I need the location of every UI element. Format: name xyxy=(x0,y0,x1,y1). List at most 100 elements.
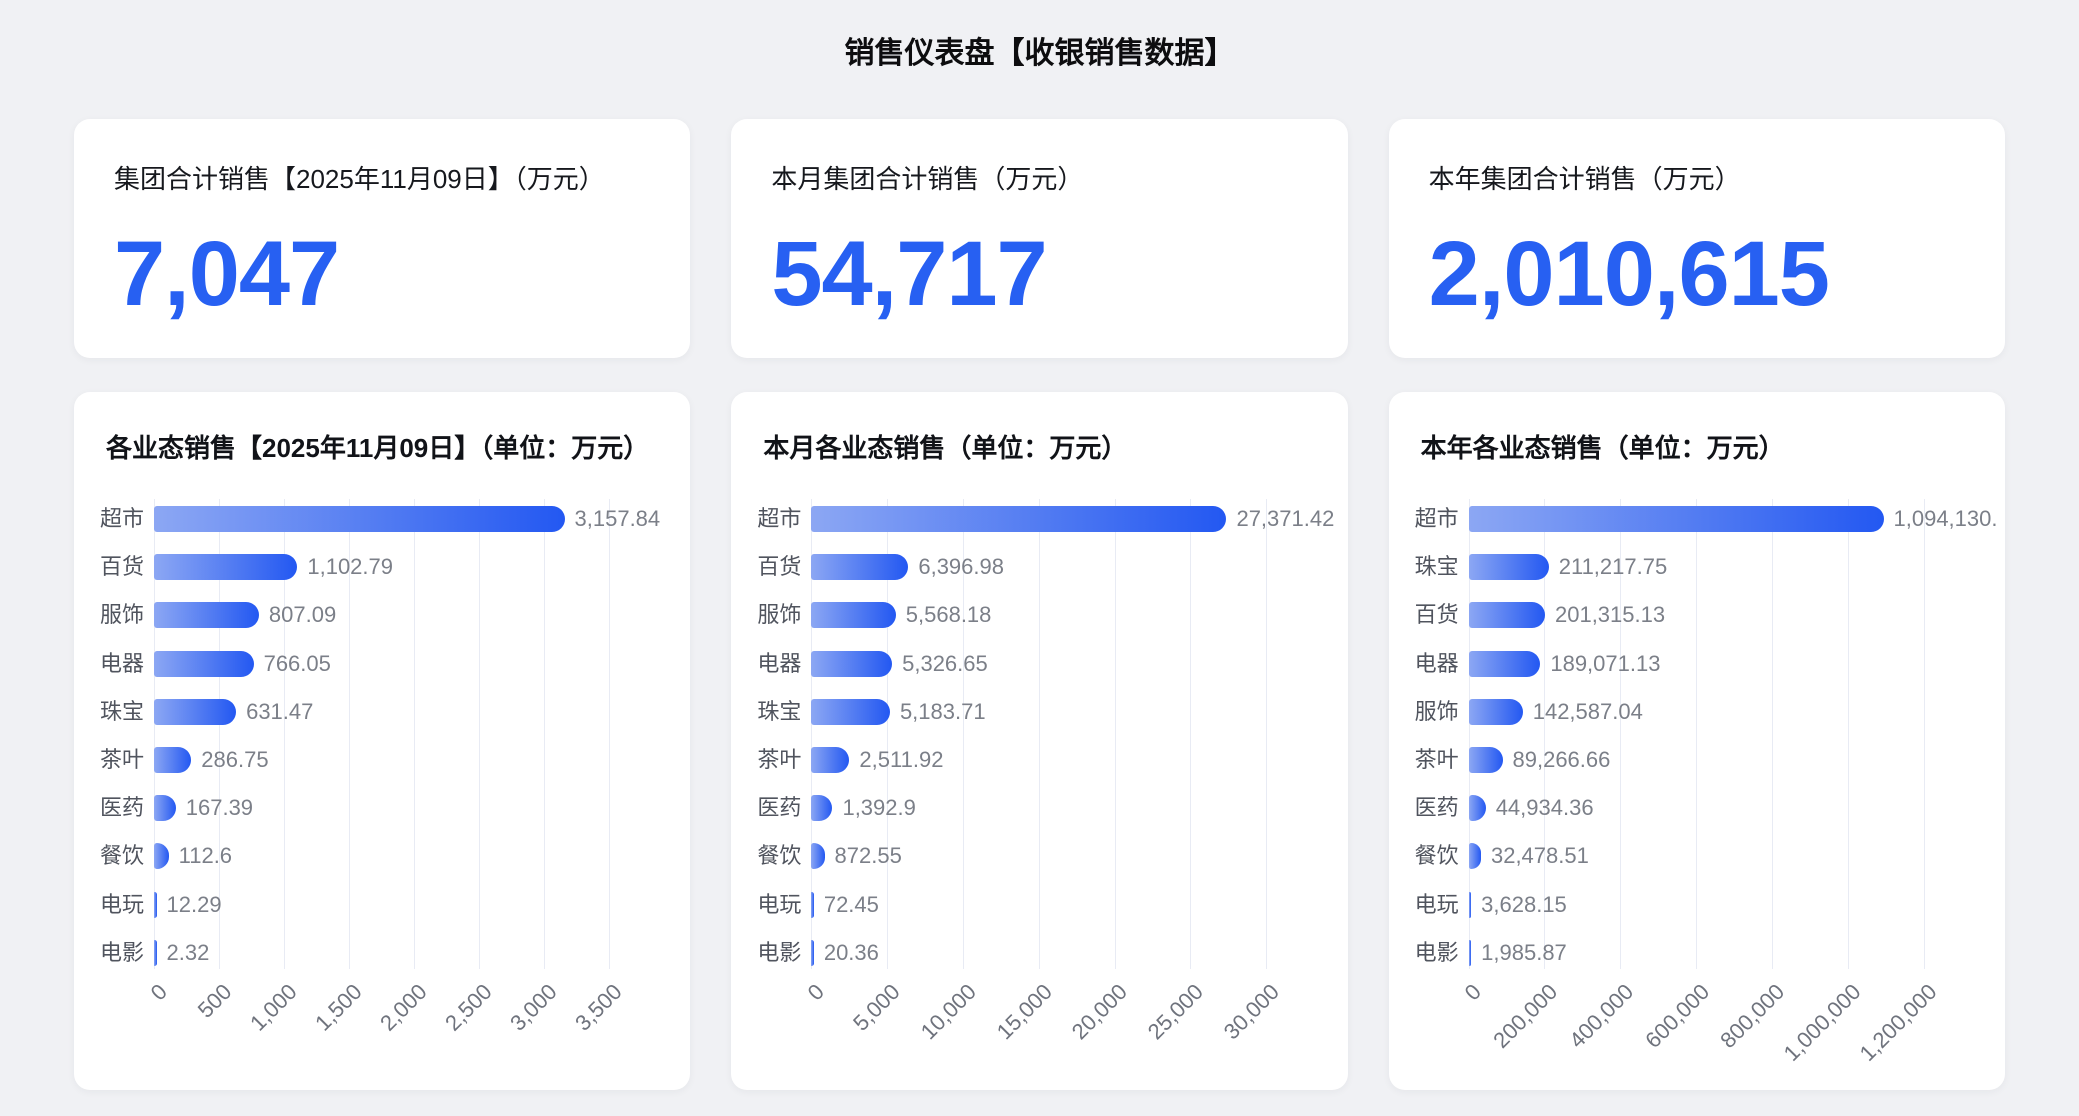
gridline xyxy=(479,499,480,969)
value-label: 5,568.18 xyxy=(905,602,992,628)
value-label: 3,628.15 xyxy=(1481,891,1567,917)
category-label: 电影 xyxy=(1414,939,1459,965)
category-label: 电器 xyxy=(1414,650,1459,676)
bar xyxy=(154,843,169,870)
bar xyxy=(811,891,814,918)
value-label: 1,985.87 xyxy=(1481,939,1567,965)
gridline xyxy=(1544,499,1546,969)
x-tick-label: 30,000 xyxy=(1218,979,1285,1045)
category-label: 超市 xyxy=(99,506,144,531)
value-label: 1,392.9 xyxy=(842,795,916,821)
kpi-card-year-total: 本年集团合计销售（万元） 2,010,615 xyxy=(1388,119,2005,358)
bar xyxy=(154,939,157,966)
kpi-label: 本月集团合计销售（万元） xyxy=(771,164,1084,194)
bar xyxy=(811,602,896,629)
value-label: 872.55 xyxy=(834,843,902,869)
category-label: 百货 xyxy=(757,554,802,580)
x-tick-label: 5,000 xyxy=(848,979,905,1036)
chart-card-today-by-category: 各业态销售【2025年11月09日】（单位：万元） 0 500 1,000 1,500… xyxy=(74,392,691,1090)
gridline xyxy=(219,499,220,969)
x-tick-label: 800,000 xyxy=(1715,979,1790,1053)
x-tick-label: 200,000 xyxy=(1488,979,1563,1053)
gridline xyxy=(544,499,545,969)
x-tick-label: 0 xyxy=(1459,979,1487,1006)
bar xyxy=(1468,795,1486,822)
bar xyxy=(154,891,157,918)
bar xyxy=(154,747,192,773)
category-label: 电器 xyxy=(99,650,144,676)
gridline xyxy=(284,499,285,969)
x-tick-label: 2,500 xyxy=(440,979,497,1036)
gridline xyxy=(1696,499,1698,969)
x-tick-label: 1,000 xyxy=(245,979,302,1036)
value-label: 142,587.04 xyxy=(1532,698,1643,724)
gridline xyxy=(1620,499,1622,969)
bar-chart-plot: 0 5,000 10,000 15,000 20,000 25,000 30,000 超市 27… xyxy=(757,499,1334,1044)
value-label: 1,094,130. xyxy=(1893,506,1998,531)
page-title: 销售仪表盘【收银销售数据】 xyxy=(844,37,1235,70)
gridline xyxy=(962,499,964,969)
gridline xyxy=(1114,499,1116,969)
bar xyxy=(1468,891,1472,918)
kpi-card-today-total: 集团合计销售【2025年11月09日】（万元） 7,047 xyxy=(74,119,691,358)
x-tick-label: 3,500 xyxy=(570,979,627,1036)
x-tick-label: 15,000 xyxy=(991,979,1057,1045)
bar-chart-plot: 0 500 1,000 1,500 2,000 2,500 3,000 3,500 超市 3,15… xyxy=(100,499,660,1036)
category-label: 餐饮 xyxy=(757,843,802,869)
bar xyxy=(811,843,825,870)
category-label: 电影 xyxy=(757,939,802,965)
value-label: 2,511.92 xyxy=(859,747,944,772)
gridline xyxy=(1266,499,1268,969)
value-label: 807.09 xyxy=(268,602,337,628)
gridline xyxy=(1038,499,1040,969)
category-label: 餐饮 xyxy=(99,843,144,869)
gridline xyxy=(1847,499,1849,969)
kpi-label: 集团合计销售【2025年11月09日】（万元） xyxy=(114,164,605,194)
bar xyxy=(1468,506,1884,532)
category-label: 餐饮 xyxy=(1414,843,1459,869)
value-label: 27,371.42 xyxy=(1236,506,1335,531)
x-tick-label: 2,000 xyxy=(375,979,432,1036)
bar xyxy=(1468,747,1503,773)
value-label: 5,326.65 xyxy=(902,650,988,676)
kpi-value: 54,717 xyxy=(771,223,1047,325)
category-label: 百货 xyxy=(1414,602,1459,628)
bar xyxy=(154,650,254,677)
category-label: 服饰 xyxy=(757,602,802,628)
category-label: 医药 xyxy=(99,795,144,821)
value-label: 286.75 xyxy=(201,747,269,772)
gridline xyxy=(1468,499,1470,969)
x-tick-label: 20,000 xyxy=(1067,979,1133,1045)
category-label: 电玩 xyxy=(99,891,144,917)
kpi-value: 2,010,615 xyxy=(1428,223,1830,325)
bar xyxy=(1468,602,1545,629)
kpi-cards-row: 集团合计销售【2025年11月09日】（万元） 7,047 本月集团合计销售（万… xyxy=(0,119,2079,358)
value-label: 3,157.84 xyxy=(574,506,661,531)
bar xyxy=(154,506,565,532)
bar xyxy=(811,747,850,773)
x-tick-label: 3,000 xyxy=(505,979,562,1036)
chart-card-month-by-category: 本月各业态销售（单位：万元） 0 5,000 10,000 15,000 20,000 2… xyxy=(731,392,1348,1090)
kpi-label: 本年集团合计销售（万元） xyxy=(1428,164,1741,194)
category-label: 超市 xyxy=(1414,506,1459,531)
x-tick-label: 10,000 xyxy=(915,979,981,1045)
value-label: 72.45 xyxy=(823,891,879,917)
category-label: 珠宝 xyxy=(99,698,144,724)
x-tick-label: 1,500 xyxy=(310,979,367,1036)
category-label: 服饰 xyxy=(99,602,144,628)
gridline xyxy=(1771,499,1773,969)
value-label: 44,934.36 xyxy=(1495,795,1594,821)
value-label: 12.29 xyxy=(166,891,222,917)
category-label: 医药 xyxy=(757,795,802,821)
bar xyxy=(811,650,893,677)
gridline xyxy=(1923,499,1925,969)
category-label: 超市 xyxy=(757,506,802,531)
value-label: 211,217.75 xyxy=(1558,554,1668,580)
bar xyxy=(811,939,814,966)
value-label: 167.39 xyxy=(185,795,254,821)
value-label: 32,478.51 xyxy=(1490,843,1589,869)
chart-title: 本月各业态销售（单位：万元） xyxy=(763,433,1128,463)
category-label: 茶叶 xyxy=(99,747,144,772)
gridline xyxy=(1190,499,1192,969)
gridline xyxy=(887,499,889,969)
